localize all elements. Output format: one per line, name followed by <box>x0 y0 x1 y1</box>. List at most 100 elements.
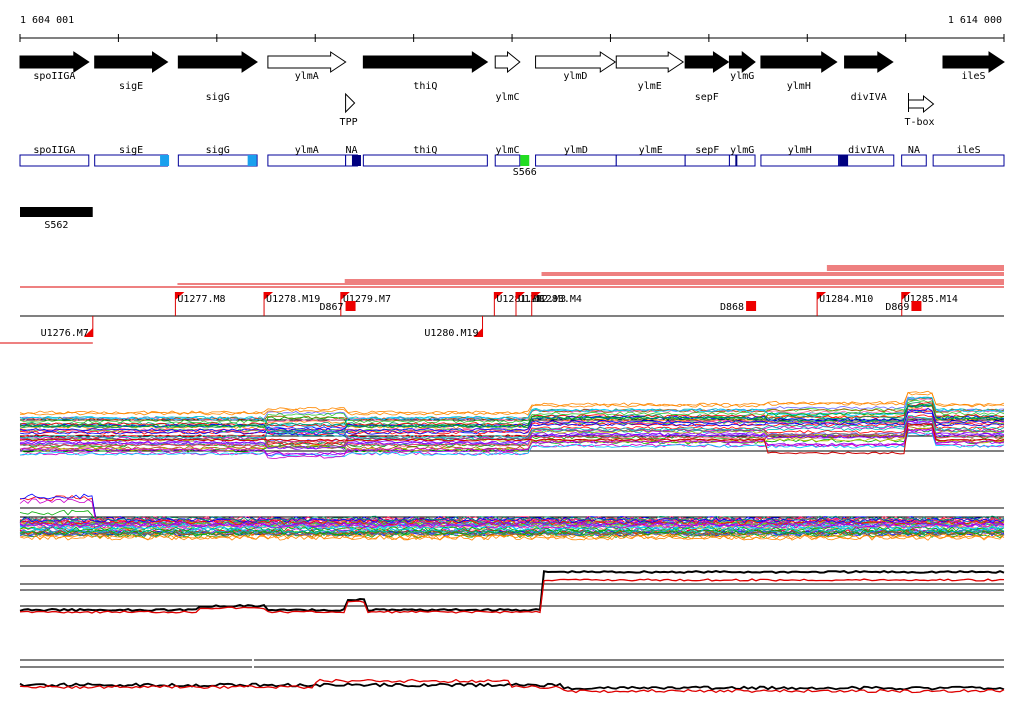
gene-arrow-ylmD <box>535 51 617 73</box>
gene-track: spoIIGA sigE sigG ylmA thiQ ylmC ylmD ylmE sepF y… <box>19 50 1005 103</box>
gene-arrow-sigE <box>94 51 169 73</box>
annotation-box-ileS <box>932 154 1005 167</box>
gene-arrow-ylmH <box>760 51 838 73</box>
profile-line <box>19 527 1005 534</box>
segment-bar <box>20 207 93 217</box>
regulatory-elements: TPP T-box <box>340 92 935 128</box>
annotation-box-thiQ <box>362 154 488 167</box>
annotation-mark <box>351 155 361 166</box>
profile-line <box>19 428 1005 459</box>
upshift-flag-icon <box>264 292 274 300</box>
annotation-box-ylmC <box>494 154 521 167</box>
annotation-box-spoIIGA <box>19 154 90 167</box>
upshift-flag-icon <box>515 292 525 300</box>
annotation-box-NA <box>901 154 927 167</box>
upshift-flag-icon <box>340 292 350 300</box>
gene-arrow-ylmA <box>267 51 347 73</box>
annotation-box-label: sigE <box>119 145 143 156</box>
profile-line <box>19 529 1005 536</box>
coordinate-end: 1 614 000 <box>948 15 1002 26</box>
profile-line <box>19 423 1005 447</box>
element-label: T-box <box>904 117 934 128</box>
ruler <box>19 34 1005 42</box>
annotation-box-label: ylmC <box>495 145 519 156</box>
annotation-mark <box>160 155 170 166</box>
gene-label: sepF <box>695 92 719 103</box>
annotation-box-label: ylmD <box>564 145 588 156</box>
profile-line <box>19 517 1005 524</box>
annotation-box-ylmD <box>535 154 617 167</box>
profile-line <box>19 569 1005 613</box>
ruler-ticks <box>19 34 1005 42</box>
upshift-label: U1279.M7 <box>343 294 391 305</box>
transcription-shift-track: U1276.M7 U1277.M8 U1278.M19 U1279.M7 U1280.M… <box>0 265 1004 344</box>
profile-line <box>19 390 1005 415</box>
profile-line <box>19 391 1005 416</box>
segment-track: S562 <box>20 207 93 231</box>
annotation-box-sigE <box>94 154 169 167</box>
annotation-mark <box>520 155 530 166</box>
gene-label: ileS <box>961 71 985 82</box>
annotation-box-ylmG <box>728 154 756 167</box>
upshift-label: U1281.M8 <box>496 294 544 305</box>
annotation-mark <box>735 155 738 166</box>
gene-arrow-ylmG <box>728 50 756 74</box>
upshift-label: U1276.M7 <box>41 328 89 339</box>
profile-line <box>19 397 1005 421</box>
gene-label: sigG <box>206 92 230 103</box>
gene-arrow-ylmC <box>494 50 521 74</box>
profile-line <box>19 521 1005 528</box>
coordinate-start: 1 604 001 <box>20 15 74 26</box>
promoter-arrow-icon <box>907 94 935 114</box>
profile-line <box>19 525 1004 532</box>
upshift-flag-icon <box>531 292 541 300</box>
upshift-label: U1284.M10 <box>819 294 873 305</box>
gene-arrow-divIVA <box>844 51 894 73</box>
gene-arrow-sigG <box>177 51 258 73</box>
upshift-label: U1277.M8 <box>177 294 225 305</box>
profile-line <box>19 682 1005 691</box>
profile-line <box>19 408 1005 433</box>
upshift-label: U1278.M19 <box>266 294 320 305</box>
profile-line <box>19 422 1005 455</box>
expression-profiles <box>19 390 1005 694</box>
upshift-flag-icon <box>817 292 827 300</box>
profile-line <box>19 678 1005 694</box>
upshift-label: U1280.M19 <box>424 328 478 339</box>
annotation-mark <box>839 155 849 166</box>
gene-label: divIVA <box>851 92 887 103</box>
annotation-box-label: sigG <box>206 145 230 156</box>
upshift-flag-icon <box>175 292 185 300</box>
annotation-box-label: ylmE <box>639 145 663 156</box>
annotation-box-label: ileS <box>957 145 981 156</box>
profile-line <box>19 534 1005 541</box>
annotation-box-divIVA <box>838 154 895 167</box>
upshift-label: U1283.M4 <box>534 294 582 305</box>
profile-line <box>19 578 1005 614</box>
profile-panel-1 <box>19 390 1005 459</box>
profile-line <box>19 404 1005 429</box>
downshift-label: D867 <box>319 302 343 313</box>
downshift-marker <box>746 301 757 311</box>
gene-label: sigE <box>119 81 143 92</box>
annotation-box-label: spoIIGA <box>33 145 75 156</box>
annotation-box-label: NA <box>908 145 920 156</box>
profile-line <box>19 404 1005 428</box>
gene-arrow-ileS <box>942 51 1005 73</box>
upshift-label: U1282.M3 <box>518 294 566 305</box>
gene-label: ylmD <box>563 71 587 82</box>
annotation-box-ylmE <box>615 154 686 167</box>
upshift-flag-icon <box>494 292 504 300</box>
annotation-box-label: ylmG <box>730 145 754 156</box>
gene-arrow-sepF <box>684 51 730 73</box>
annotation-mark-label: S566 <box>513 167 537 178</box>
upshift-flag-icon <box>83 328 93 337</box>
gene-label: ylmA <box>295 71 319 82</box>
profile-panel-3 <box>19 565 1005 614</box>
annotation-box-label: NA <box>346 145 358 156</box>
downshift-label: D869 <box>885 302 909 313</box>
gene-label: ylmG <box>730 71 754 82</box>
gene-arrow-thiQ <box>362 51 489 73</box>
profile-line <box>19 405 1005 430</box>
